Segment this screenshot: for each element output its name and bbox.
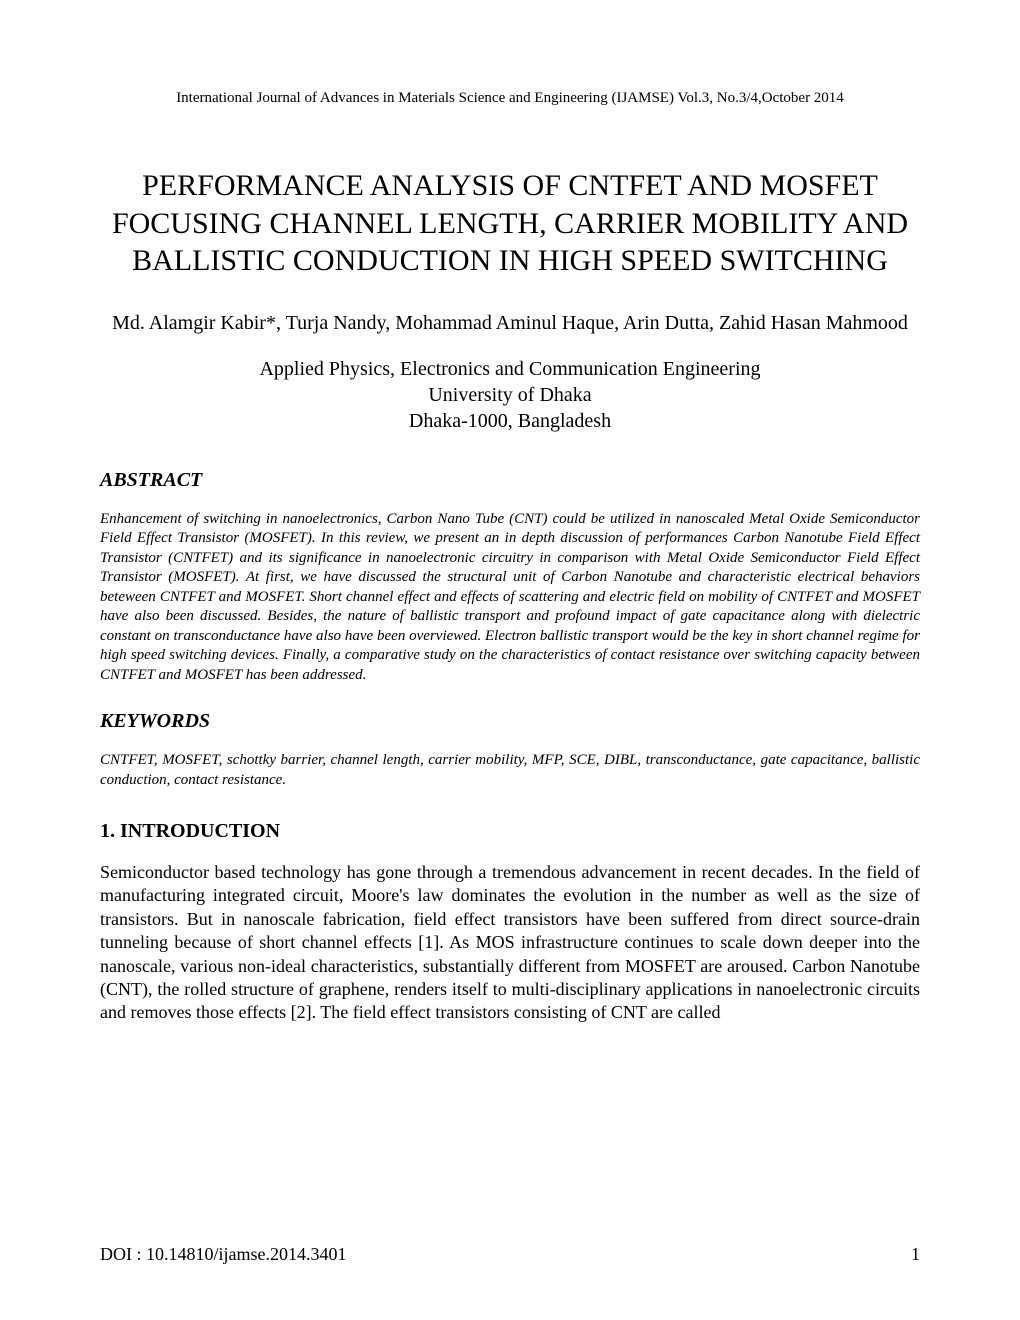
introduction-text: Semiconductor based technology has gone … [100,861,920,1025]
affiliation-dept: Applied Physics, Electronics and Communi… [100,356,920,382]
abstract-heading: ABSTRACT [100,469,920,492]
affiliation-university: University of Dhaka [100,382,920,408]
authors-list: Md. Alamgir Kabir*, Turja Nandy, Mohamma… [100,310,920,336]
doi-text: DOI : 10.14810/ijamse.2014.3401 [100,1244,346,1265]
page-footer: DOI : 10.14810/ijamse.2014.3401 1 [100,1244,920,1265]
abstract-text: Enhancement of switching in nanoelectron… [100,510,920,686]
journal-header: International Journal of Advances in Mat… [100,90,920,107]
introduction-heading: 1. INTRODUCTION [100,820,920,843]
affiliation-block: Applied Physics, Electronics and Communi… [100,356,920,434]
affiliation-location: Dhaka-1000, Bangladesh [100,408,920,434]
paper-title: PERFORMANCE ANALYSIS OF CNTFET AND MOSFE… [100,167,920,280]
page-number: 1 [911,1244,920,1265]
keywords-heading: KEYWORDS [100,710,920,733]
keywords-text: CNTFET, MOSFET, schottky barrier, channe… [100,751,920,790]
